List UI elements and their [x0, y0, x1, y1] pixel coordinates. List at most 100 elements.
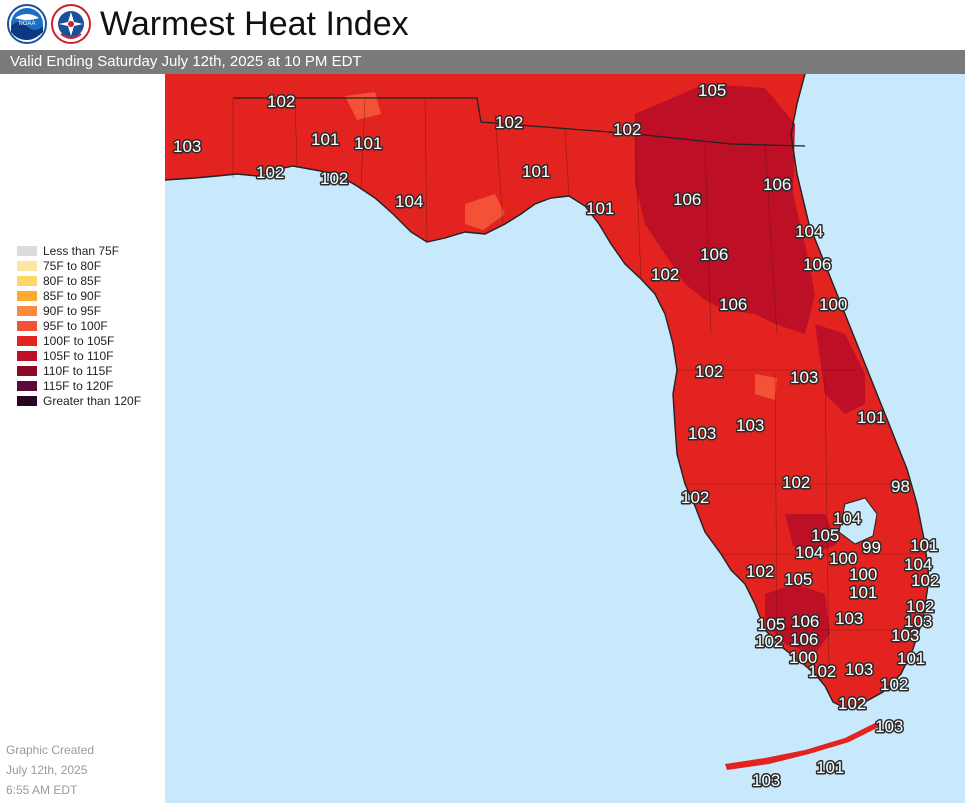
county-lines [232, 97, 925, 675]
heat-index-value: 101 [354, 134, 382, 153]
heat-index-value: 102 [495, 113, 523, 132]
heat-index-value: 102 [906, 597, 934, 616]
graphic-created-note: Graphic Created July 12th, 2025 6:55 AM … [6, 740, 94, 800]
florida-keys [725, 722, 881, 770]
heat-index-value: 102 [911, 571, 939, 590]
legend-item: 85F to 90F [17, 289, 167, 304]
state-border [233, 97, 806, 147]
legend-label: 115F to 120F [43, 379, 114, 393]
heat-index-value: 101 [857, 408, 885, 427]
hot-zone [815, 324, 865, 414]
county-line [824, 373, 830, 675]
lake-okeechobee [838, 497, 878, 545]
heat-index-value: 103 [835, 609, 863, 628]
county-line [634, 133, 642, 280]
heat-index-value: 102 [320, 169, 348, 188]
heat-index-value: 106 [719, 295, 747, 314]
heat-index-value: 103 [875, 717, 903, 736]
heat-index-value: 101 [897, 649, 925, 668]
county-line [294, 97, 298, 169]
legend-swatch [17, 246, 37, 256]
heat-index-value: 103 [790, 368, 818, 387]
warm-zone [755, 374, 777, 400]
heat-index-value: 100 [849, 565, 877, 584]
heat-index-value: 103 [736, 416, 764, 435]
heat-index-map: 102 105 103 102 101 101 102 102 102 101 … [165, 74, 965, 803]
heat-index-value: 105 [811, 526, 839, 545]
heat-index-value: 104 [395, 192, 423, 211]
legend-item: 100F to 105F [17, 334, 167, 349]
county-line [764, 145, 778, 335]
legend-swatch [17, 306, 37, 316]
legend-swatch [17, 291, 37, 301]
legend-label: 100F to 105F [43, 334, 115, 348]
heat-index-value: 102 [695, 362, 723, 381]
heat-index-value: 104 [795, 222, 823, 241]
heat-index-value: 104 [904, 555, 932, 574]
heat-index-value: 102 [782, 473, 810, 492]
heat-index-value: 102 [755, 632, 783, 651]
heat-index-value: 106 [700, 245, 728, 264]
legend-swatch [17, 261, 37, 271]
warm-zone [345, 92, 381, 120]
hot-zone [765, 584, 830, 654]
legend-swatch [17, 366, 37, 376]
value-labels: 102 105 103 102 101 101 102 102 102 101 … [172, 80, 941, 792]
heat-index-value: 99 [862, 538, 881, 557]
heat-index-value: 103 [891, 626, 919, 645]
created-line: Graphic Created [6, 743, 95, 757]
legend-item: Less than 75F [17, 244, 167, 259]
heat-index-value: 102 [880, 675, 908, 694]
hot-zone [635, 84, 815, 334]
county-line [424, 97, 428, 243]
heat-index-value: 101 [311, 130, 339, 149]
svg-text:NOAA: NOAA [18, 21, 35, 27]
legend-label: 105F to 110F [43, 349, 114, 363]
legend-label: Less than 75F [43, 244, 120, 258]
county-line [360, 97, 366, 189]
map-svg: 102 105 103 102 101 101 102 102 102 101 … [165, 74, 965, 803]
legend-swatch [17, 321, 37, 331]
legend-swatch [17, 336, 37, 346]
created-line: July 12th, 2025 [6, 763, 88, 777]
warm-zone [465, 194, 505, 230]
heat-index-value: 101 [816, 758, 844, 777]
heat-index-value: 105 [757, 615, 785, 634]
heat-index-value: 101 [586, 199, 614, 218]
header: NOAA Warmest Heat Index [0, 0, 965, 50]
heat-index-value: 103 [752, 771, 780, 790]
hot-zone [785, 514, 837, 554]
heat-index-value: 100 [789, 648, 817, 667]
legend-item: 90F to 95F [17, 304, 167, 319]
legend-label: 95F to 100F [43, 319, 108, 333]
heat-index-value: 105 [784, 570, 812, 589]
valid-time-text: Valid Ending Saturday July 12th, 2025 at… [10, 53, 362, 70]
county-line [494, 113, 504, 225]
legend-swatch [17, 381, 37, 391]
heat-index-value: 103 [904, 612, 932, 631]
legend-label: 90F to 95F [43, 304, 102, 318]
heat-index-value: 102 [838, 694, 866, 713]
heat-index-value: 106 [791, 612, 819, 631]
legend-item: 115F to 120F [17, 379, 167, 394]
heat-index-value: 100 [819, 295, 847, 314]
heat-index-value: 106 [673, 190, 701, 209]
noaa-logo: NOAA [7, 4, 47, 44]
heat-index-value: 102 [256, 163, 284, 182]
legend-item: 105F to 110F [17, 349, 167, 364]
legend-item: 80F to 85F [17, 274, 167, 289]
legend-label: 110F to 115F [43, 364, 113, 378]
legend-item: 95F to 100F [17, 319, 167, 334]
legend-item: 75F to 80F [17, 259, 167, 274]
heat-index-value: 106 [790, 630, 818, 649]
heat-index-value: 101 [522, 162, 550, 181]
county-line [564, 129, 570, 197]
heat-index-value: 101 [910, 536, 938, 555]
heat-index-value: 101 [849, 583, 877, 602]
heat-index-value: 102 [613, 120, 641, 139]
heat-index-value: 104 [833, 509, 861, 528]
heat-index-value: 103 [688, 424, 716, 443]
heat-index-value: 102 [808, 662, 836, 681]
county-line [704, 143, 712, 335]
